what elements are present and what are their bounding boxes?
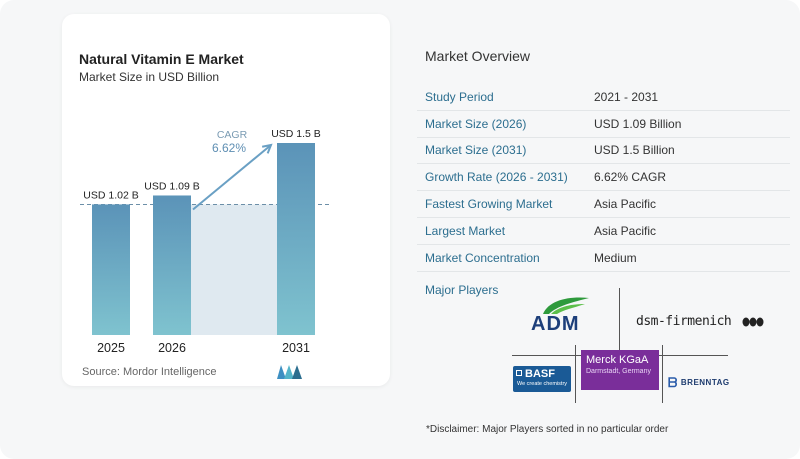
brenntag-b-icon: ᗷ xyxy=(668,375,678,390)
market-overview-table: Study Period 2021 - 2031 Market Size (20… xyxy=(417,84,790,272)
disclaimer-text: *Disclaimer: Major Players sorted in no … xyxy=(426,424,669,435)
overview-value: USD 1.09 Billion xyxy=(594,116,682,131)
merck-logo-text: Merck KGaA xyxy=(586,354,649,366)
x-tick-label: 2025 xyxy=(97,341,125,355)
overview-label: Market Size (2031) xyxy=(425,143,527,158)
overview-value: Asia Pacific xyxy=(594,197,657,212)
overview-value: USD 1.5 Billion xyxy=(594,143,675,158)
overview-label: Market Concentration xyxy=(425,250,540,265)
overview-row-study-period: Study Period 2021 - 2031 xyxy=(417,84,790,111)
data-label: USD 1.09 B xyxy=(144,180,199,192)
overview-value: Asia Pacific xyxy=(594,223,657,238)
dsm-dots-icon xyxy=(742,317,764,326)
x-tick-label: 2026 xyxy=(158,341,186,355)
overview-label: Market Size (2026) xyxy=(425,116,527,131)
overview-row-concentration: Market Concentration Medium xyxy=(417,245,790,272)
grid-divider xyxy=(662,345,663,403)
bar-chart: USD 1.02 B 2025 USD 1.09 B 2026 USD 1.5 B 203… xyxy=(80,128,330,355)
growth-shade-region xyxy=(191,204,277,335)
bar-2025 xyxy=(92,204,130,335)
basf-tagline: We create chemistry xyxy=(517,381,568,387)
cagr-arrow-head-icon xyxy=(261,143,273,154)
overview-label: Growth Rate (2026 - 2031) xyxy=(425,170,568,185)
grid-divider xyxy=(619,288,620,350)
brenntag-logo: ᗷ BRENNTAG xyxy=(668,375,730,391)
overview-row-growth-rate: Growth Rate (2026 - 2031) 6.62% CAGR xyxy=(417,164,790,192)
major-players-heading: Major Players xyxy=(425,283,499,297)
adm-logo-text: ADM xyxy=(531,313,580,335)
overview-value: Medium xyxy=(594,250,637,265)
market-overview-heading: Market Overview xyxy=(425,48,531,64)
x-tick-label: 2031 xyxy=(282,341,310,355)
dsm-logo-text: dsm-firmenich xyxy=(636,314,732,329)
grid-divider xyxy=(575,345,576,403)
basf-logo-text: BASF xyxy=(525,368,555,380)
mordor-intelligence-logo-icon xyxy=(277,365,302,379)
overview-label: Largest Market xyxy=(425,223,506,238)
overview-value: 6.62% CAGR xyxy=(594,170,667,185)
overview-row-fastest-growing: Fastest Growing Market Asia Pacific xyxy=(417,191,790,218)
basf-logo: BASF We create chemistry xyxy=(513,366,571,392)
overview-row-largest-market: Largest Market Asia Pacific xyxy=(417,218,790,245)
chart-subtitle: Market Size in USD Billion xyxy=(79,70,220,84)
bar-2031 xyxy=(277,143,315,335)
cagr-value: 6.62% xyxy=(212,141,246,155)
adm-leaf-icon xyxy=(543,297,589,314)
cagr-label: CAGR xyxy=(217,129,248,141)
data-label: USD 1.02 B xyxy=(83,189,138,201)
overview-label: Fastest Growing Market xyxy=(425,197,553,212)
source-text: Source: Mordor Intelligence xyxy=(82,366,217,378)
merck-logo: Merck KGaA Darmstadt, Germany xyxy=(581,350,659,390)
basf-square-icon xyxy=(516,370,522,376)
cagr-arrow-line xyxy=(192,144,272,211)
overview-row-market-size-2026: Market Size (2026) USD 1.09 Billion xyxy=(417,111,790,138)
overview-row-market-size-2031: Market Size (2031) USD 1.5 Billion xyxy=(417,138,790,165)
overview-value: 2021 - 2031 xyxy=(594,89,659,104)
overview-label: Study Period xyxy=(425,89,494,104)
merck-logo-subtext: Darmstadt, Germany xyxy=(586,368,651,375)
adm-logo: ADM xyxy=(527,296,601,336)
chart-title: Natural Vitamin E Market xyxy=(79,51,244,67)
dsm-firmenich-logo: dsm-firmenich xyxy=(636,314,764,329)
brenntag-logo-text: BRENNTAG xyxy=(680,378,730,388)
bar-2026 xyxy=(153,195,191,335)
data-label: USD 1.5 B xyxy=(271,128,321,140)
